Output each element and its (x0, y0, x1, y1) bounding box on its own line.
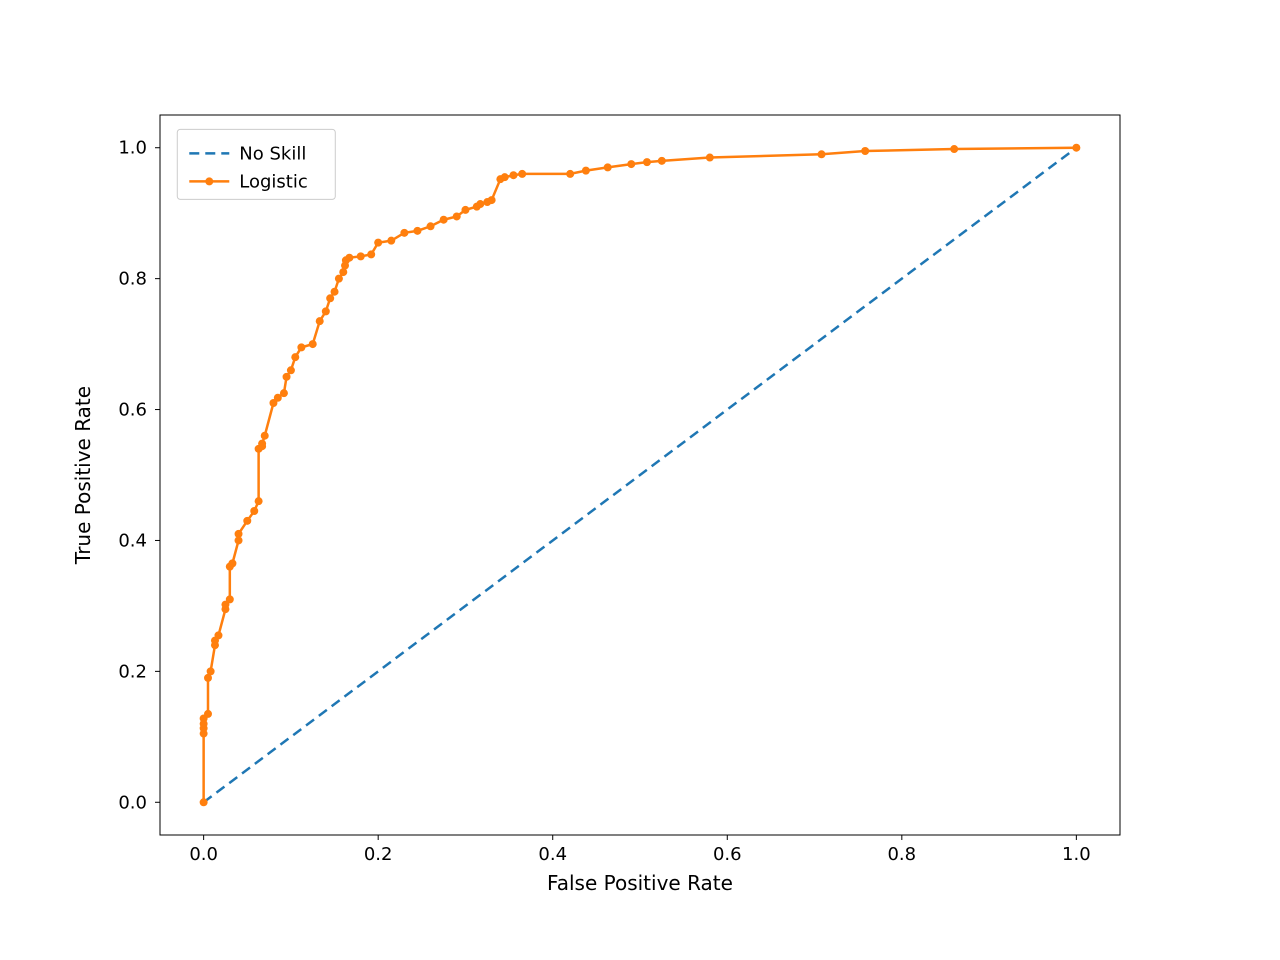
series-marker-1 (643, 158, 651, 166)
series-marker-1 (204, 710, 212, 718)
series-marker-1 (226, 595, 234, 603)
series-marker-1 (706, 154, 714, 162)
series-marker-1 (413, 227, 421, 235)
series-marker-1 (283, 373, 291, 381)
x-tick-label: 0.4 (538, 844, 567, 865)
series-marker-1 (518, 170, 526, 178)
y-tick-label: 0.8 (118, 269, 147, 290)
series-marker-1 (427, 222, 435, 230)
legend-sample-marker (205, 177, 213, 185)
y-tick-label: 0.6 (118, 400, 147, 421)
series-marker-1 (250, 507, 258, 515)
y-tick-label: 0.2 (118, 661, 147, 682)
x-axis-label: False Positive Rate (547, 871, 733, 895)
series-marker-1 (627, 160, 635, 168)
y-tick-label: 0.0 (118, 792, 147, 813)
series-marker-1 (287, 366, 295, 374)
series-marker-1 (326, 294, 334, 302)
series-marker-1 (291, 353, 299, 361)
series-marker-1 (818, 150, 826, 158)
series-marker-1 (861, 147, 869, 155)
series-marker-1 (345, 254, 353, 262)
y-tick-label: 1.0 (118, 138, 147, 159)
series-marker-1 (316, 317, 324, 325)
x-tick-label: 1.0 (1062, 844, 1091, 865)
series-marker-1 (200, 798, 208, 806)
series-marker-1 (387, 237, 395, 245)
series-marker-1 (297, 343, 305, 351)
y-tick-label: 0.4 (118, 530, 147, 551)
series-marker-1 (400, 229, 408, 237)
series-marker-1 (582, 167, 590, 175)
series-marker-1 (440, 216, 448, 224)
series-marker-1 (243, 517, 251, 525)
series-marker-1 (950, 145, 958, 153)
series-line-0 (204, 148, 1077, 803)
series-marker-1 (658, 157, 666, 165)
y-axis-label: True Positive Rate (71, 386, 95, 565)
series-marker-1 (309, 340, 317, 348)
legend-label: Logistic (239, 171, 307, 192)
series-marker-1 (461, 206, 469, 214)
series-marker-1 (235, 530, 243, 538)
series-marker-1 (335, 275, 343, 283)
series-marker-1 (261, 432, 269, 440)
x-tick-label: 0.2 (364, 844, 393, 865)
series-marker-1 (1072, 144, 1080, 152)
x-tick-label: 0.6 (713, 844, 742, 865)
x-tick-label: 0.0 (189, 844, 218, 865)
series-marker-1 (258, 440, 266, 448)
series-marker-1 (228, 559, 236, 567)
series-marker-1 (453, 212, 461, 220)
series-marker-1 (604, 163, 612, 171)
series-marker-1 (214, 631, 222, 639)
series-marker-1 (255, 497, 263, 505)
series-marker-1 (367, 250, 375, 258)
roc-chart: 0.0 0.2 0.4 0.6 0.8 1.0 0.0 0.2 0.4 0.6 0.8 1.0 Fals… (0, 0, 1280, 960)
series-marker-1 (357, 252, 365, 260)
series-marker-1 (566, 170, 574, 178)
series-marker-1 (331, 288, 339, 296)
series-marker-1 (280, 389, 288, 397)
x-tick-label: 0.8 (887, 844, 916, 865)
series-marker-1 (509, 171, 517, 179)
series-marker-1 (374, 239, 382, 247)
series-marker-1 (322, 307, 330, 315)
series-marker-1 (501, 173, 509, 181)
legend-label: No Skill (239, 143, 306, 164)
chart-svg: 0.0 0.2 0.4 0.6 0.8 1.0 0.0 0.2 0.4 0.6 0.8 1.0 Fals… (0, 0, 1280, 960)
series-marker-1 (476, 200, 484, 208)
series-marker-1 (207, 667, 215, 675)
series-marker-1 (488, 196, 496, 204)
